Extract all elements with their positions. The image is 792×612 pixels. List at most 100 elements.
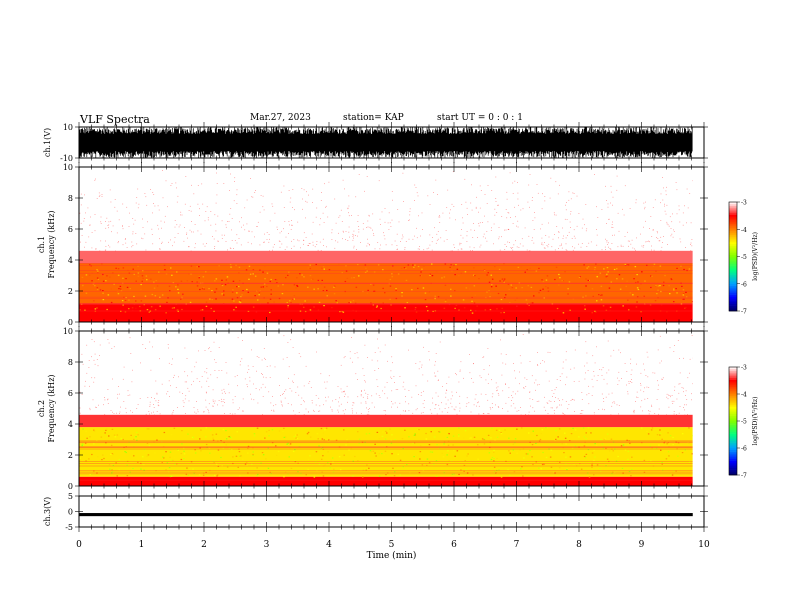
noise-speck bbox=[588, 385, 589, 387]
noise-speck bbox=[394, 402, 396, 404]
noise-speck bbox=[644, 206, 646, 208]
noise-speck bbox=[262, 383, 264, 385]
band-speck bbox=[96, 269, 98, 271]
noise-speck bbox=[584, 365, 585, 367]
band-3 bbox=[79, 167, 693, 251]
noise-speck bbox=[530, 405, 531, 407]
noise-speck bbox=[308, 243, 310, 244]
noise-speck bbox=[532, 407, 534, 409]
band-speck bbox=[672, 444, 674, 446]
noise-speck bbox=[210, 224, 212, 226]
band-speck bbox=[364, 264, 367, 266]
band-speck bbox=[605, 447, 607, 450]
noise-speck bbox=[149, 401, 151, 403]
noise-speck bbox=[665, 194, 667, 196]
noise-speck bbox=[611, 243, 613, 244]
noise-speck bbox=[369, 226, 371, 228]
noise-speck bbox=[486, 240, 488, 242]
band-speck bbox=[404, 429, 406, 431]
band-speck bbox=[620, 445, 623, 447]
band-speck bbox=[164, 269, 166, 271]
colorbar-cell bbox=[729, 430, 737, 433]
noise-speck bbox=[218, 400, 220, 401]
band-speck bbox=[239, 302, 242, 304]
noise-speck bbox=[272, 249, 273, 251]
noise-speck bbox=[480, 190, 482, 191]
band-speck bbox=[117, 274, 120, 276]
band-speck bbox=[307, 267, 310, 269]
band-speck bbox=[583, 455, 586, 458]
band-speck bbox=[283, 476, 285, 478]
band-speck bbox=[323, 305, 325, 307]
noise-speck bbox=[604, 246, 606, 248]
band-speck bbox=[403, 267, 406, 269]
band-speck bbox=[458, 275, 460, 277]
noise-speck bbox=[312, 241, 314, 243]
band-speck bbox=[306, 433, 309, 435]
noise-speck bbox=[88, 367, 90, 368]
band-speck bbox=[289, 448, 291, 450]
band-speck bbox=[624, 263, 627, 266]
band-speck bbox=[572, 427, 574, 429]
band-speck bbox=[191, 436, 194, 439]
noise-speck bbox=[512, 391, 514, 393]
band-speck bbox=[150, 278, 152, 280]
band-speck bbox=[307, 431, 310, 433]
noise-speck bbox=[291, 390, 293, 392]
noise-speck bbox=[391, 401, 392, 402]
noise-speck bbox=[528, 250, 530, 252]
noise-speck bbox=[349, 351, 351, 353]
noise-speck bbox=[294, 414, 296, 416]
noise-speck bbox=[88, 236, 90, 238]
band-speck bbox=[583, 445, 586, 447]
band-speck bbox=[134, 437, 136, 439]
band-speck bbox=[670, 473, 672, 475]
band-speck bbox=[170, 267, 172, 269]
noise-speck bbox=[438, 379, 439, 381]
colorbar-cell bbox=[729, 265, 737, 268]
band-speck bbox=[238, 266, 241, 268]
noise-speck bbox=[311, 400, 313, 401]
noise-speck bbox=[384, 221, 386, 223]
band-speck bbox=[282, 430, 284, 433]
noise-speck bbox=[559, 245, 561, 247]
noise-speck bbox=[79, 407, 81, 409]
start-time-label: start UT = 0 : 0 : 1 bbox=[437, 113, 523, 123]
noise-speck bbox=[366, 245, 368, 247]
colorbar-tick-label: -5 bbox=[741, 254, 747, 261]
noise-speck bbox=[498, 204, 499, 206]
noise-speck bbox=[367, 357, 368, 358]
noise-speck bbox=[265, 359, 266, 360]
noise-speck bbox=[384, 386, 386, 388]
noise-speck bbox=[610, 202, 611, 204]
band-speck bbox=[493, 458, 495, 460]
band-speck bbox=[646, 430, 648, 432]
noise-speck bbox=[496, 390, 497, 392]
noise-speck bbox=[239, 407, 240, 409]
noise-speck bbox=[618, 380, 620, 382]
noise-speck bbox=[362, 228, 364, 230]
noise-speck bbox=[573, 399, 575, 401]
noise-speck bbox=[684, 414, 686, 416]
noise-speck bbox=[585, 341, 587, 343]
band-speck bbox=[628, 309, 630, 311]
noise-speck bbox=[266, 239, 268, 240]
noise-speck bbox=[179, 224, 181, 226]
band-speck bbox=[137, 293, 139, 295]
band-speck bbox=[447, 440, 450, 442]
band-speck bbox=[289, 443, 292, 445]
noise-speck bbox=[236, 375, 238, 376]
noise-speck bbox=[437, 395, 439, 397]
noise-speck bbox=[541, 243, 542, 245]
noise-speck bbox=[352, 404, 354, 406]
band-speck bbox=[523, 457, 525, 459]
noise-speck bbox=[332, 400, 333, 402]
band-speck bbox=[540, 468, 542, 470]
noise-speck bbox=[345, 409, 346, 411]
noise-speck bbox=[450, 398, 452, 400]
noise-speck bbox=[431, 249, 433, 251]
noise-speck bbox=[117, 393, 119, 395]
noise-speck bbox=[368, 413, 370, 415]
noise-speck bbox=[505, 209, 507, 210]
